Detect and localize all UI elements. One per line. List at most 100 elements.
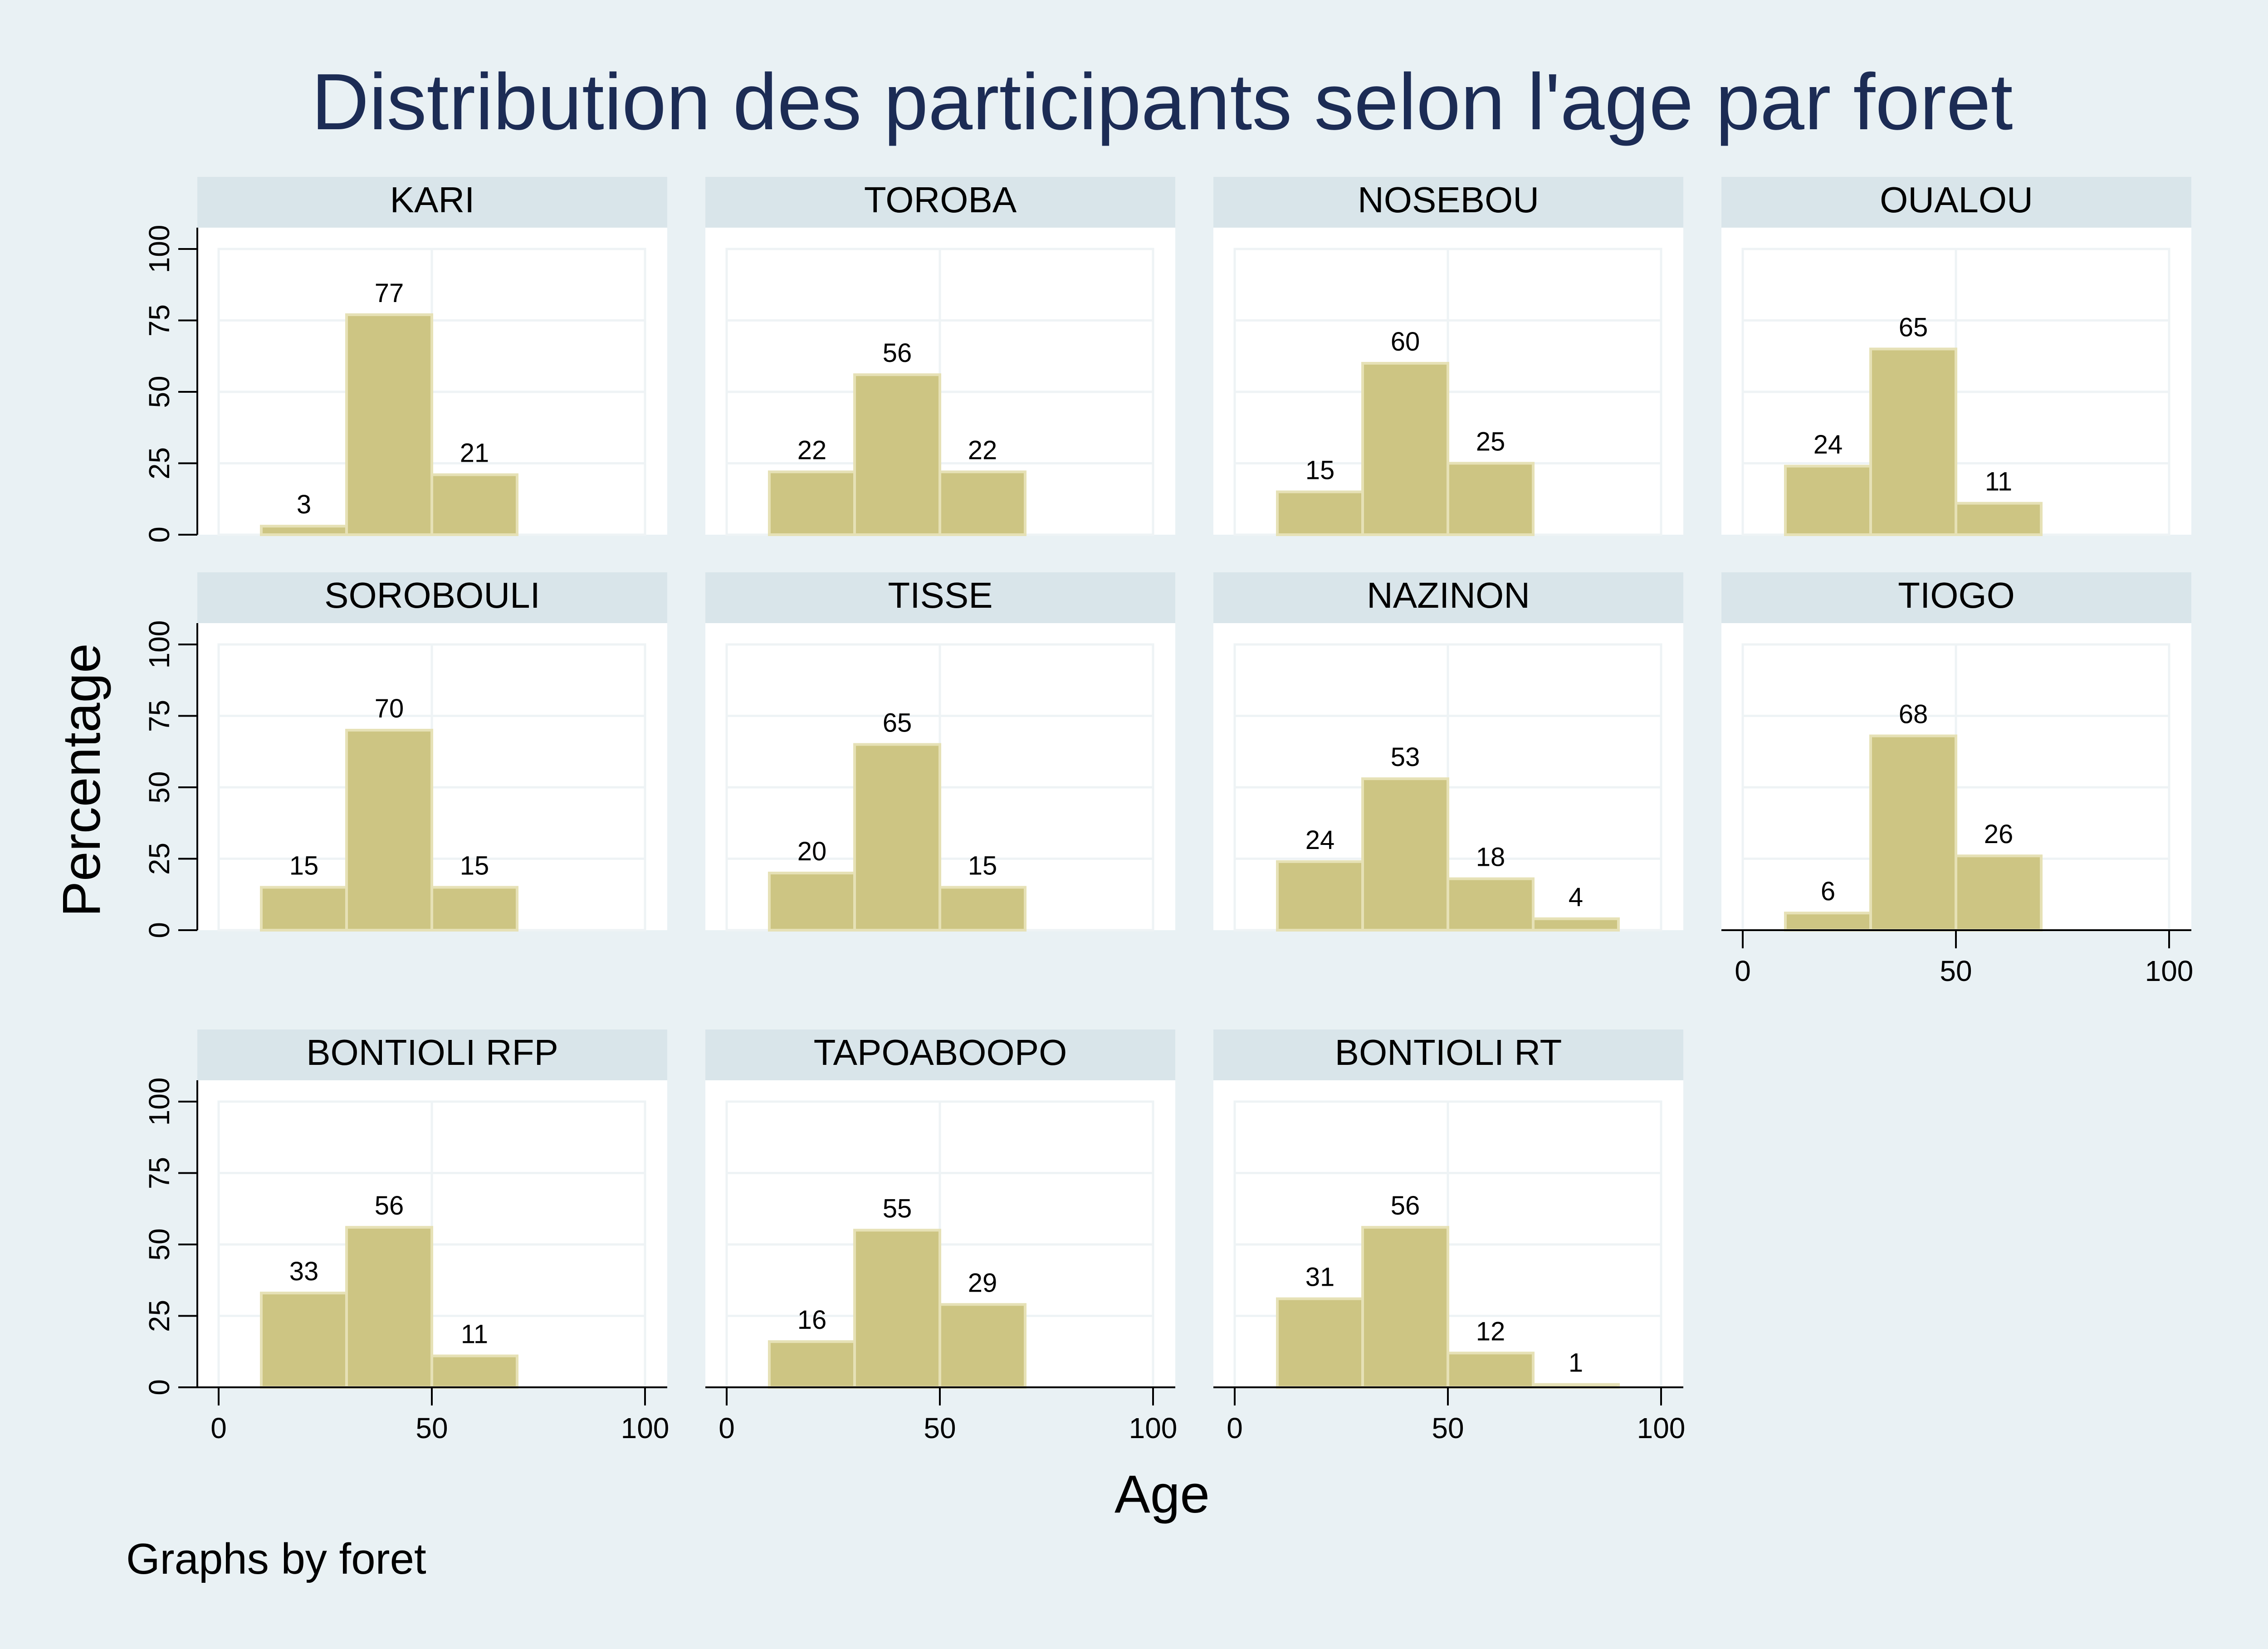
histogram-bar [1361,1226,1449,1389]
panel-tiogo: TIOGO 6 68 26 0 50 100 [1721,572,2193,987]
bar-value-label: 56 [883,338,912,368]
bar-value-label: 15 [289,851,319,881]
x-tick-label: 0 [210,1412,227,1444]
panel-title: TAPOABOOPO [814,1032,1067,1073]
y-tick-label: 75 [143,1157,176,1189]
panel-title: SOROBOULI [324,575,540,615]
histogram-bar [1447,462,1535,536]
bar-value-label: 11 [461,1320,488,1349]
panel-title: KARI [390,180,475,220]
x-tick-label: 50 [1940,955,1972,987]
bar-value-label: 16 [797,1305,827,1335]
bar-value-label: 3 [297,490,311,519]
y-tick-label: 75 [143,700,176,732]
bar-value-label: 68 [1899,700,1928,729]
histogram-bar [1869,734,1957,932]
histogram-bar [345,1226,433,1389]
bar-value-label: 11 [1985,467,2012,497]
bar-value-label: 20 [797,837,827,866]
histogram-bar [938,470,1026,537]
x-tick-label: 100 [2145,955,2194,987]
bar-value-label: 29 [968,1268,997,1298]
panel-title: TIOGO [1898,575,2015,615]
panel-bontioli-rt: BONTIOLI RT 31 56 12 1 0 50 100 [1213,1029,1685,1444]
bar-value-label: 60 [1391,327,1420,356]
bar-value-label: 15 [968,851,997,881]
panel-header [1721,572,2191,623]
bar-value-label: 55 [883,1194,912,1224]
bar-value-label: 22 [797,435,827,465]
bar-value-label: 6 [1821,877,1835,906]
panel-bontioli-rfp: BONTIOLI RFP 33 56 11 0 25 50 75 100 0 50 100 [143,1029,669,1444]
bar-value-label: 26 [1984,820,2014,849]
x-tick-label: 50 [415,1412,448,1444]
histogram-bar [768,1340,856,1389]
panel-title: NOSEBOU [1358,180,1539,220]
histogram-bar [260,1292,348,1389]
bar-value-label: 1 [1569,1348,1583,1378]
histogram-bar [1276,490,1364,536]
histogram-bar [345,313,433,537]
panel-header [1213,572,1683,623]
histogram-bar [938,886,1026,932]
histogram-bar [1276,860,1364,932]
histogram-bar [938,1303,1026,1389]
panel-tapoaboopo: TAPOABOOPO 16 55 29 0 50 100 [705,1029,1177,1444]
panels-layer: KARI377210255075100TOROBA225622NOSEBOU15… [143,177,2193,1444]
bar-value-label: 12 [1476,1317,1505,1346]
histogram-bar [430,886,518,932]
panel-oualou: OUALOU 24 65 11 [1721,177,2191,537]
panel-title: NAZINON [1367,575,1530,615]
histogram-bar [430,1354,518,1389]
histogram-bar [1276,1297,1364,1389]
panel-header [705,572,1175,623]
histogram-bar [768,470,856,537]
histogram-bar [1955,502,2043,536]
bar-value-label: 22 [968,435,997,465]
histogram-bar [1447,1351,1535,1389]
panel-header [1213,177,1683,228]
x-tick-label: 0 [1735,955,1751,987]
bar-value-label: 65 [883,708,912,738]
panel-header [705,1029,1175,1080]
histogram-bar [768,872,856,932]
panel-nazinon: NAZINON 24 53 18 4 [1213,572,1683,932]
bar-value-label: 18 [1476,843,1505,872]
bar-value-label: 56 [375,1191,404,1220]
histogram-bar [1869,347,1957,536]
histogram-bar [853,373,941,536]
histogram-bar [260,525,348,536]
bar-value-label: 77 [375,278,404,308]
bar-value-label: 31 [1305,1263,1335,1292]
y-tick-label: 0 [143,527,176,543]
panel-toroba: TOROBA 22 56 22 [705,177,1175,537]
y-tick-label: 75 [143,304,176,337]
bar-value-label: 15 [1305,456,1335,485]
panel-nosebou: NOSEBOU 15 60 25 [1213,177,1683,536]
histogram-bar [853,1229,941,1389]
panel-header [197,177,667,228]
panel-header [1213,1029,1683,1080]
histogram-bar [430,473,518,536]
y-tick-label: 100 [143,225,176,273]
y-tick-label: 0 [143,922,176,938]
bar-value-label: 33 [289,1257,319,1286]
panel-header [197,572,667,623]
bar-value-label: 56 [1391,1191,1420,1220]
x-axis-label: Age [1114,1464,1210,1524]
bar-value-label: 65 [1899,313,1928,342]
bar-value-label: 24 [1813,430,1843,459]
bar-value-label: 21 [460,439,489,468]
histogram-bar [1532,917,1620,932]
x-tick-label: 50 [924,1412,956,1444]
histogram-bar [1784,912,1872,932]
histogram-bar [1361,777,1449,932]
histogram-bar [1361,362,1449,536]
bar-value-label: 24 [1305,825,1335,855]
x-tick-label: 0 [1227,1412,1243,1444]
bar-value-label: 70 [375,694,404,723]
graphs-by-note: Graphs by foret [126,1535,426,1583]
y-tick-label: 50 [143,1228,176,1260]
bar-value-label: 15 [460,851,489,881]
